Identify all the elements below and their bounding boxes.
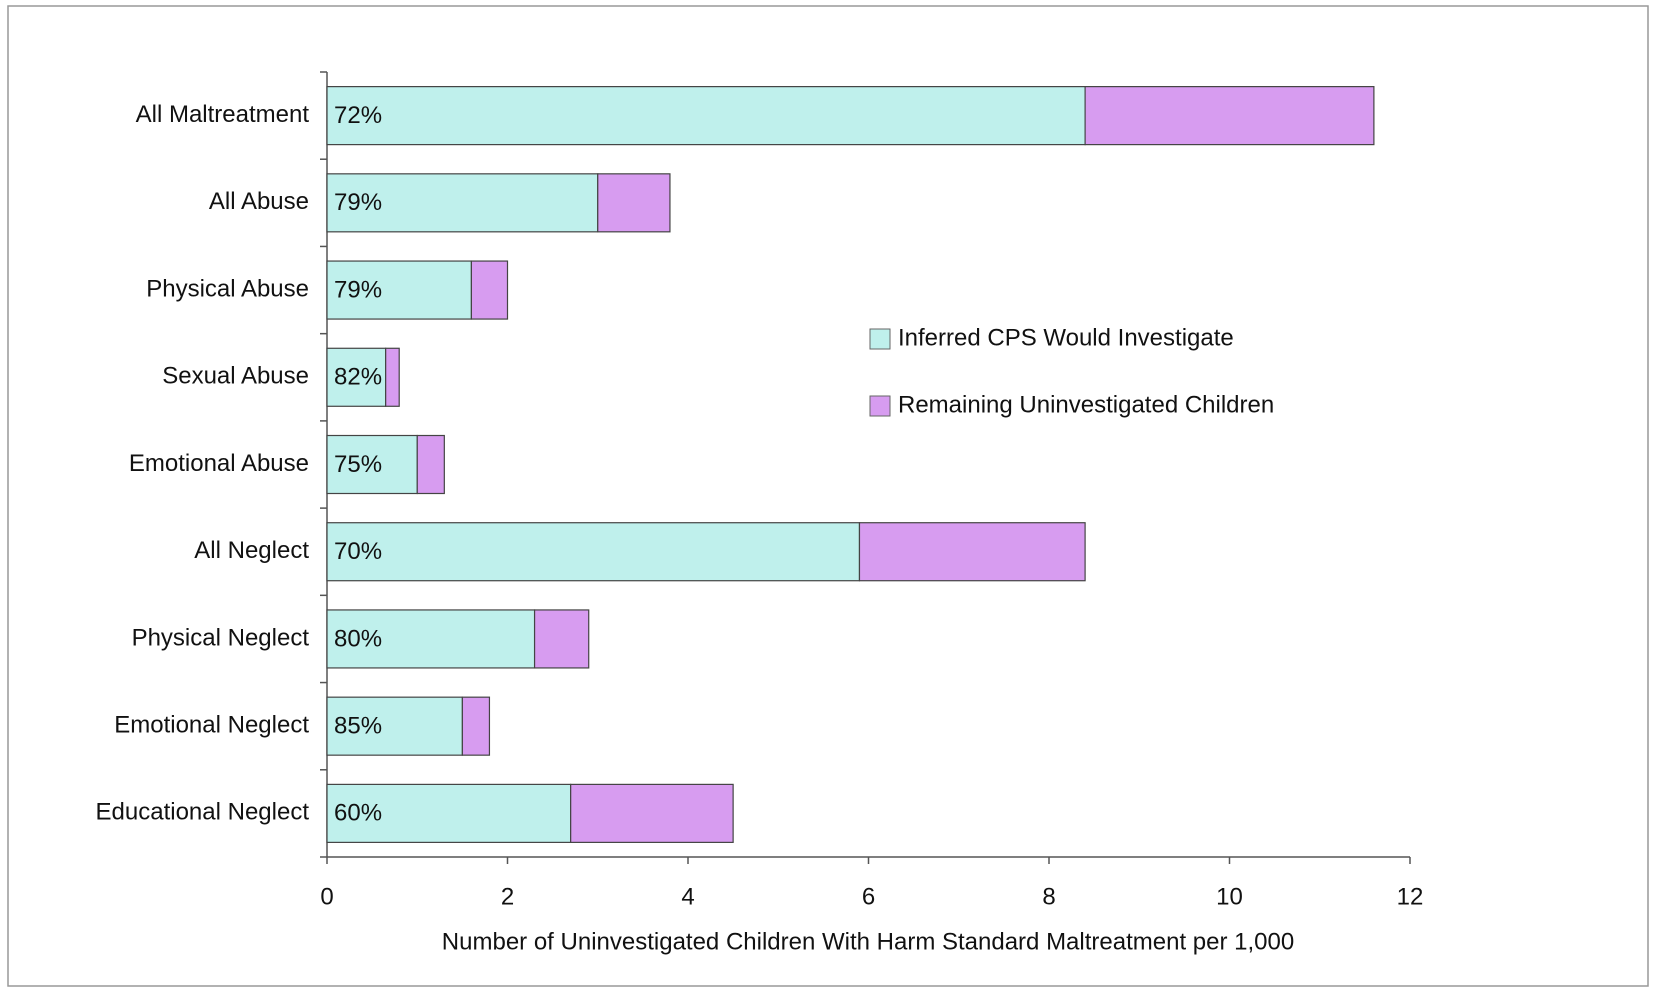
x-axis-title: Number of Uninvestigated Children With H… xyxy=(442,928,1294,955)
x-tick-label: 6 xyxy=(862,883,875,910)
bar-label: 60% xyxy=(334,800,382,827)
x-tick-label: 0 xyxy=(320,883,333,910)
bar-segment xyxy=(326,696,463,756)
y-tick-label: Emotional Abuse xyxy=(129,450,309,477)
bar-segment xyxy=(326,347,387,407)
y-tick-label: Physical Neglect xyxy=(132,624,310,651)
y-tick-label: Educational Neglect xyxy=(96,799,310,826)
y-tick-label: All Neglect xyxy=(194,537,309,564)
y-tick-label: Emotional Neglect xyxy=(114,712,309,739)
bar-label: 75% xyxy=(334,451,382,478)
bar-segment xyxy=(597,173,671,233)
bar-segment xyxy=(416,434,445,495)
bar-label: 72% xyxy=(334,102,382,129)
x-tick-label: 4 xyxy=(681,883,694,910)
bar-segment xyxy=(326,173,599,233)
bar-segment xyxy=(326,260,472,320)
bar-label: 85% xyxy=(334,713,382,740)
bar-label: 79% xyxy=(334,276,382,303)
bar-segment xyxy=(326,783,572,843)
y-tick-label: All Abuse xyxy=(209,188,309,215)
bar-segment xyxy=(385,347,400,407)
y-tick-label: All Maltreatment xyxy=(136,101,310,128)
bar-label: 70% xyxy=(334,538,382,565)
bar-label: 79% xyxy=(334,189,382,216)
y-tick-label: Sexual Abuse xyxy=(162,363,309,390)
bar-segment xyxy=(1084,86,1375,146)
bar-label: 80% xyxy=(334,625,382,652)
bar-segment xyxy=(326,609,536,669)
bar-label: 82% xyxy=(334,364,382,391)
legend-label: Remaining Uninvestigated Children xyxy=(898,391,1274,418)
bar-segment xyxy=(533,609,590,669)
y-tick-label: Physical Abuse xyxy=(146,275,309,302)
legend-swatch xyxy=(869,395,891,417)
x-tick-label: 2 xyxy=(501,883,514,910)
x-tick-label: 10 xyxy=(1216,883,1243,910)
bar-segment xyxy=(326,86,1086,146)
legend-swatch xyxy=(869,328,891,350)
bar-segment xyxy=(461,696,491,756)
x-tick-label: 12 xyxy=(1397,883,1424,910)
bar-segment xyxy=(326,522,861,582)
bar-segment xyxy=(326,434,418,495)
legend-label: Inferred CPS Would Investigate xyxy=(898,324,1234,351)
bar-segment xyxy=(570,783,734,843)
x-tick-label: 8 xyxy=(1042,883,1055,910)
bar-segment xyxy=(858,522,1086,582)
frame xyxy=(7,5,1649,987)
bar-segment xyxy=(470,260,509,320)
